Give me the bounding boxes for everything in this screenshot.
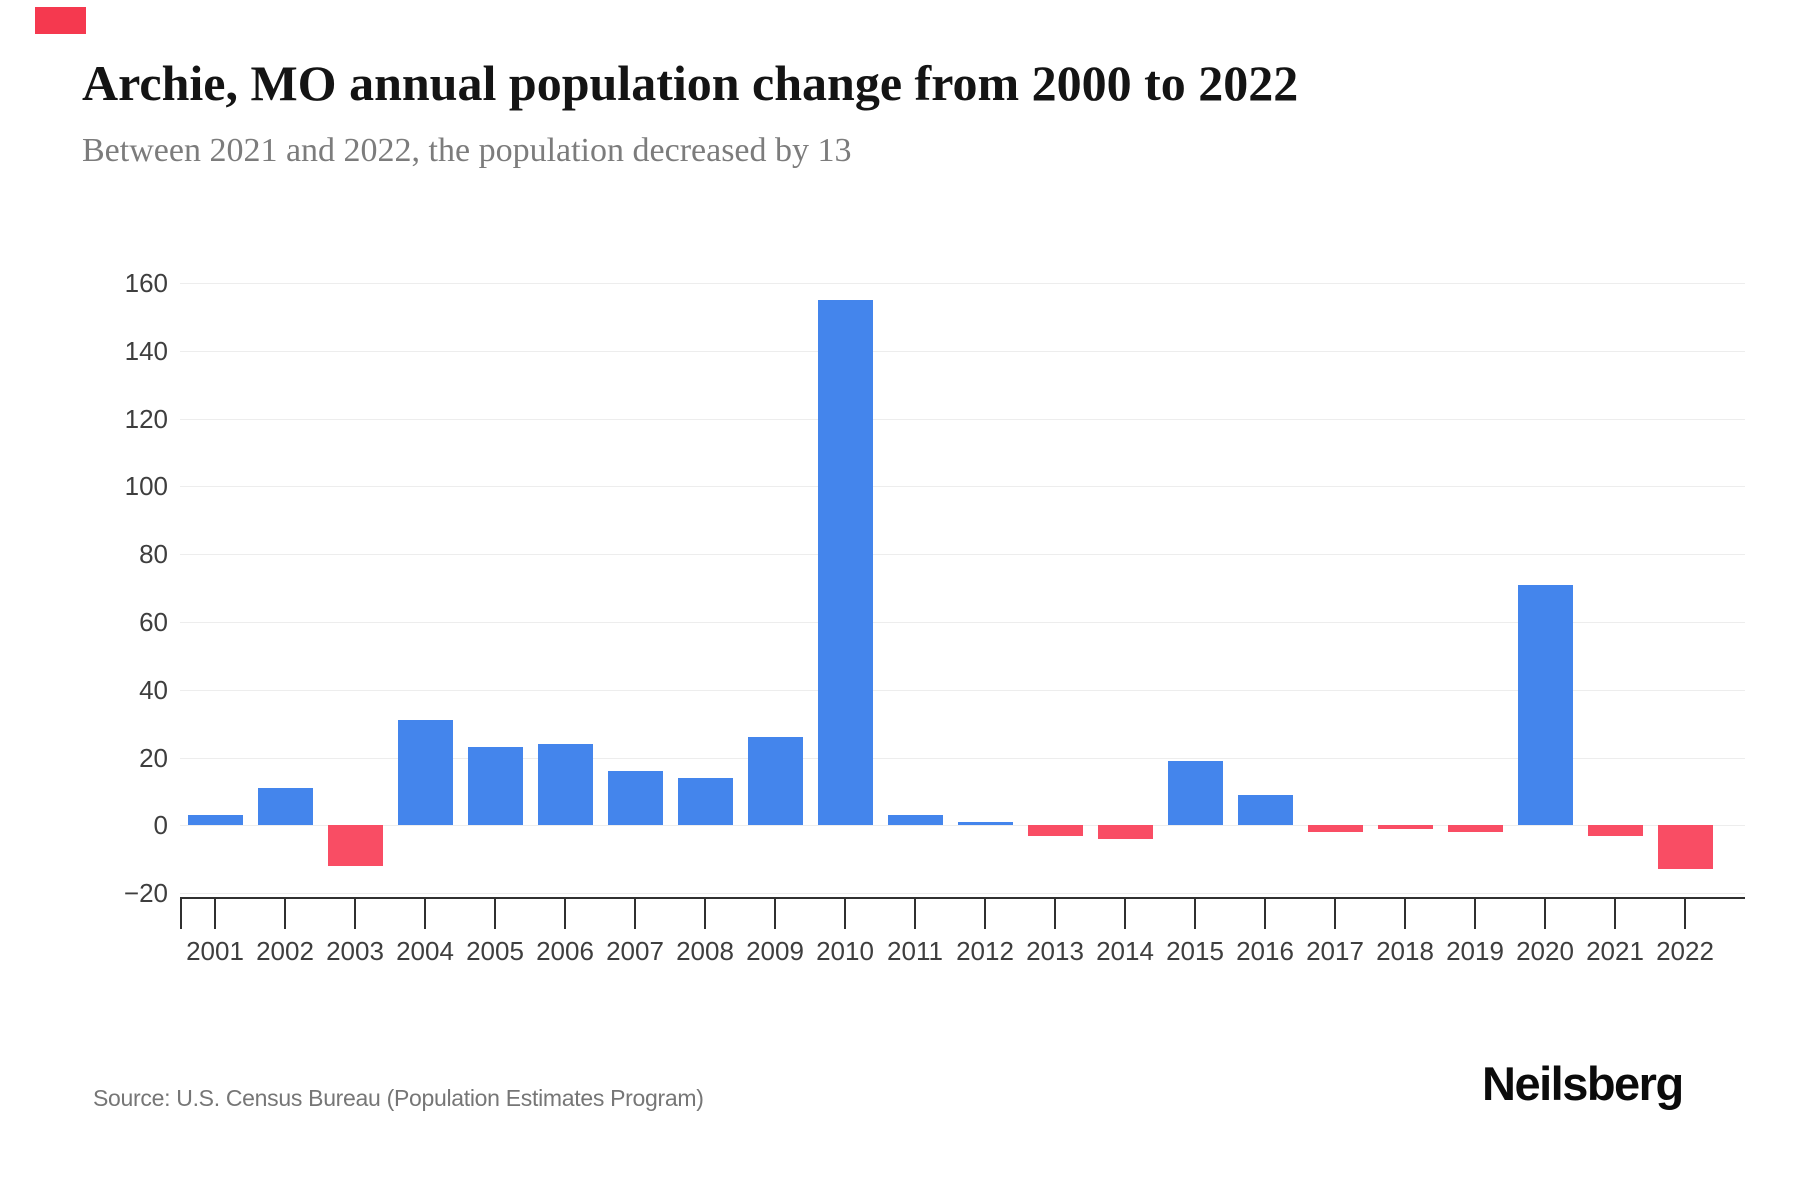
x-axis-tick-2008 — [704, 897, 706, 929]
x-axis-label-2017: 2017 — [1306, 936, 1364, 966]
x-axis-label-2020: 2020 — [1516, 936, 1574, 966]
gridline-60 — [180, 622, 1745, 623]
x-axis-edge-tick — [180, 897, 182, 929]
x-axis-label-2018: 2018 — [1376, 936, 1434, 966]
bar-2008[interactable] — [677, 777, 733, 826]
y-axis-label-140: 140 — [124, 335, 168, 366]
x-axis-label-2009: 2009 — [746, 936, 804, 966]
gridline-160 — [180, 283, 1745, 284]
gridline-100 — [180, 486, 1745, 488]
x-axis-label-2004: 2004 — [396, 936, 454, 966]
x-axis-tick-2016 — [1264, 897, 1266, 929]
y-axis-label-80: 80 — [139, 539, 168, 570]
y-axis-label-100: 100 — [124, 471, 168, 502]
y-axis-label-−20: −20 — [123, 878, 168, 909]
bar-2013[interactable] — [1027, 825, 1083, 836]
bar-2001[interactable] — [187, 815, 243, 826]
x-axis-tick-2009 — [774, 897, 776, 929]
y-axis-label-40: 40 — [139, 674, 168, 705]
y-axis-label-120: 120 — [124, 403, 168, 434]
x-axis-label-2021: 2021 — [1586, 936, 1644, 966]
x-axis-tick-2015 — [1194, 897, 1196, 929]
x-axis-label-2013: 2013 — [1026, 936, 1084, 966]
y-axis-label-0: 0 — [153, 810, 168, 841]
x-axis-tick-2022 — [1684, 897, 1686, 929]
gridline-80 — [180, 554, 1745, 556]
x-axis-label-2011: 2011 — [887, 936, 943, 966]
x-axis-tick-2011 — [914, 897, 916, 929]
gridline-40 — [180, 689, 1745, 691]
bar-2017[interactable] — [1307, 825, 1363, 833]
x-axis-tick-2001 — [214, 897, 216, 929]
y-axis-label-60: 60 — [139, 607, 168, 637]
bar-2005[interactable] — [467, 747, 523, 826]
gridline-120 — [180, 418, 1745, 420]
x-axis-label-2003: 2003 — [326, 936, 384, 966]
x-axis-tick-2002 — [284, 897, 286, 929]
chart-title: Archie, MO annual population change from… — [82, 55, 1299, 111]
gridline-20 — [180, 757, 1745, 759]
x-axis-tick-2018 — [1404, 897, 1406, 929]
bar-2011[interactable] — [887, 815, 943, 826]
x-axis-label-2008: 2008 — [676, 936, 734, 966]
x-axis-label-2019: 2019 — [1446, 936, 1504, 966]
bar-2021[interactable] — [1587, 825, 1643, 836]
gridline-140 — [180, 350, 1745, 352]
bar-2007[interactable] — [607, 771, 663, 826]
y-axis-label-160: 160 — [124, 268, 168, 298]
y-axis-label-20: 20 — [139, 742, 168, 773]
x-axis-label-2012: 2012 — [956, 936, 1014, 966]
bar-2019[interactable] — [1447, 825, 1503, 833]
x-axis-label-2007: 2007 — [606, 936, 664, 966]
x-axis-label-2010: 2010 — [816, 936, 874, 966]
bar-2004[interactable] — [397, 720, 453, 826]
x-axis-tick-2013 — [1054, 897, 1056, 929]
chart-subtitle: Between 2021 and 2022, the population de… — [82, 132, 852, 169]
x-axis-label-2014: 2014 — [1096, 936, 1154, 966]
x-axis-tick-2021 — [1614, 897, 1616, 929]
x-axis-label-2005: 2005 — [466, 936, 524, 966]
brand-mark-square — [35, 7, 86, 34]
source-text: Source: U.S. Census Bureau (Population E… — [93, 1085, 704, 1111]
x-axis-tick-2012 — [984, 897, 986, 929]
x-axis-tick-2017 — [1334, 897, 1336, 929]
x-axis-tick-2004 — [424, 897, 426, 929]
x-axis-tick-2005 — [494, 897, 496, 929]
bar-2022[interactable] — [1657, 825, 1713, 870]
x-axis-tick-2006 — [564, 897, 566, 929]
gridline-−20 — [180, 893, 1745, 895]
x-axis-tick-2003 — [354, 897, 356, 929]
bar-2014[interactable] — [1097, 825, 1153, 839]
bar-2018[interactable] — [1377, 825, 1433, 829]
gridline-0 — [180, 825, 1745, 827]
bar-2020[interactable] — [1517, 584, 1573, 826]
bar-2006[interactable] — [537, 744, 593, 826]
bar-2010[interactable] — [817, 299, 873, 826]
neilsberg-logo: Neilsberg — [1482, 1057, 1684, 1110]
bar-2012[interactable] — [957, 822, 1013, 826]
x-axis-label-2002: 2002 — [256, 936, 314, 966]
x-axis-tick-2019 — [1474, 897, 1476, 929]
bar-2002[interactable] — [257, 788, 313, 826]
x-axis-tick-2014 — [1124, 897, 1126, 929]
bar-2009[interactable] — [747, 737, 803, 826]
x-axis-label-2006: 2006 — [536, 936, 594, 966]
bar-2015[interactable] — [1167, 760, 1223, 826]
bar-2003[interactable] — [327, 825, 383, 867]
x-axis-label-2015: 2015 — [1166, 936, 1224, 966]
bar-2016[interactable] — [1237, 794, 1293, 826]
x-axis-line — [180, 897, 1745, 899]
x-axis-tick-2020 — [1544, 897, 1546, 929]
x-axis-tick-2007 — [634, 897, 636, 929]
x-axis-label-2016: 2016 — [1236, 936, 1294, 966]
x-axis-label-2022: 2022 — [1656, 936, 1714, 966]
x-axis-label-2001: 2001 — [186, 936, 244, 966]
x-axis-tick-2010 — [844, 897, 846, 929]
